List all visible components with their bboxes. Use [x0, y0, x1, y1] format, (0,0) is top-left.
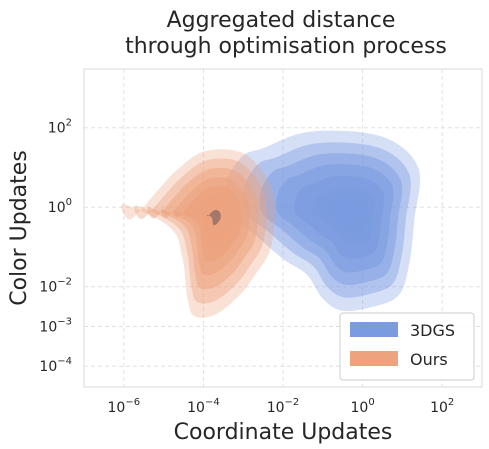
x-tick-label-0: 10−6 — [108, 397, 141, 416]
legend-label-3dgs: 3DGS — [410, 321, 455, 340]
x-axis-label: Coordinate Updates — [174, 420, 393, 445]
contour-ours-core — [206, 209, 221, 226]
series-3dgs-contours — [224, 130, 421, 312]
legend-swatch-ours — [350, 351, 398, 366]
x-tick-label-1: 10−4 — [187, 397, 220, 416]
x-tick-label-2: 10−2 — [267, 397, 300, 416]
y-tick-label-3: 10−3 — [39, 316, 72, 335]
y-axis-label: Color Updates — [7, 150, 32, 306]
legend-label-ours: Ours — [410, 350, 448, 369]
y-tick-label-2: 10−2 — [39, 277, 72, 296]
chart-title-line-1: Aggregated distance — [167, 8, 396, 33]
series-ours-contours — [121, 149, 275, 318]
density-contours — [121, 130, 421, 318]
x-tick-label-3: 100 — [350, 397, 374, 416]
contour-3dgs-level-7 — [340, 206, 361, 225]
y-tick-label-4: 10−4 — [39, 356, 72, 375]
y-tick-label-0: 102 — [48, 118, 72, 137]
y-tick-label-1: 100 — [48, 197, 72, 216]
legend-swatch-3dgs — [350, 322, 398, 337]
x-tick-labels: 10−6 10−4 10−2 100 102 — [108, 397, 455, 416]
x-tick-label-4: 102 — [430, 397, 454, 416]
legend: 3DGS Ours — [339, 312, 475, 381]
chart-title-line-2: through optimisation process — [125, 34, 447, 59]
y-tick-labels: 102 100 10−2 10−3 10−4 — [39, 118, 72, 376]
